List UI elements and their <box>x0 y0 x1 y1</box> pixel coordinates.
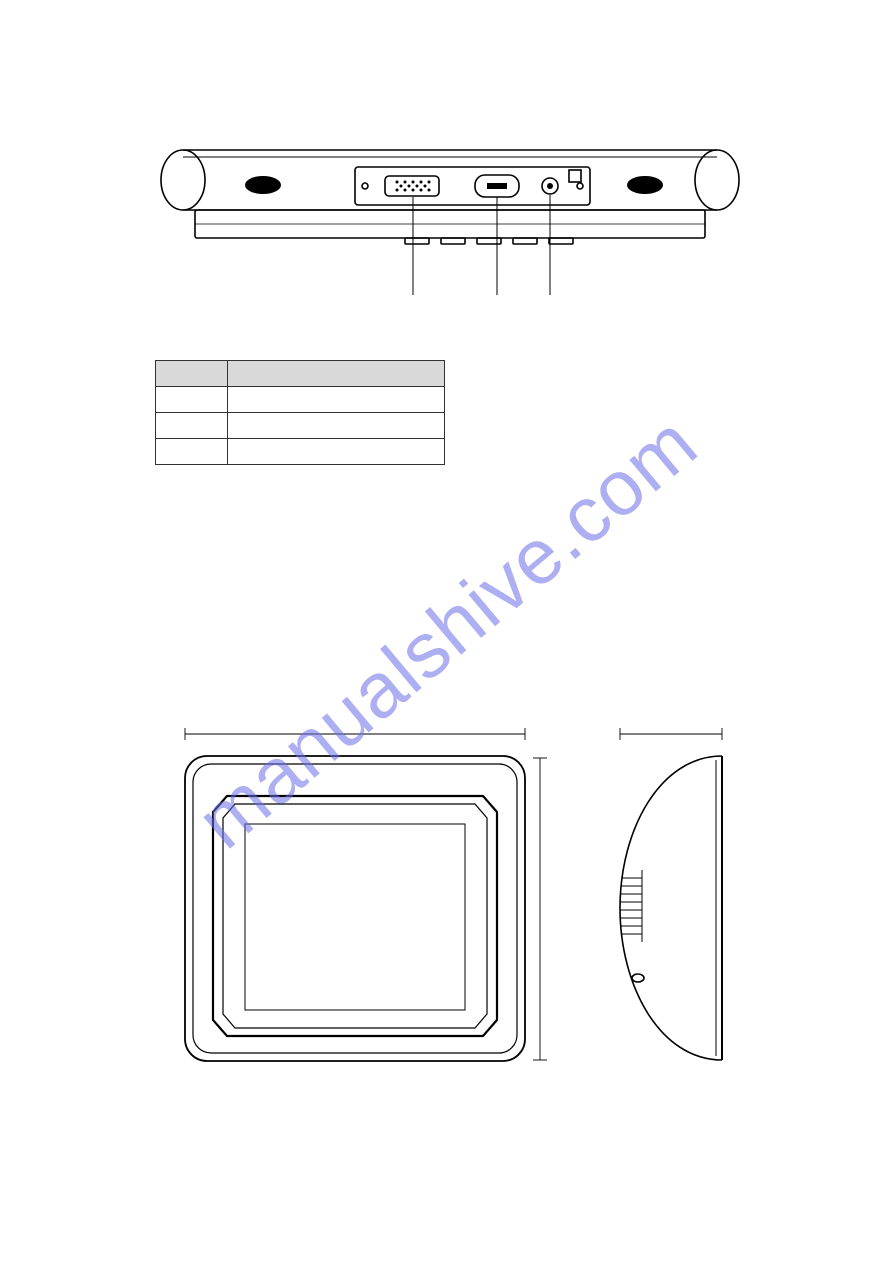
monitor-side-svg <box>600 720 760 1100</box>
table-header-row <box>156 361 445 387</box>
table-cell <box>228 387 445 413</box>
table-cell <box>156 387 228 413</box>
table-row <box>156 439 445 465</box>
figure-monitor-front <box>175 720 555 1105</box>
table-cell <box>156 413 228 439</box>
ports-table <box>155 360 445 465</box>
figure-monitor-side <box>600 720 760 1105</box>
table-cell <box>228 439 445 465</box>
table-cell <box>228 413 445 439</box>
monitor-front-svg <box>175 720 555 1100</box>
table-header-a <box>156 361 228 387</box>
table-cell <box>156 439 228 465</box>
figure-connector-panel <box>155 145 745 320</box>
table-row <box>156 387 445 413</box>
table-header-b <box>228 361 445 387</box>
connector-panel-svg <box>155 145 745 315</box>
table-row <box>156 413 445 439</box>
